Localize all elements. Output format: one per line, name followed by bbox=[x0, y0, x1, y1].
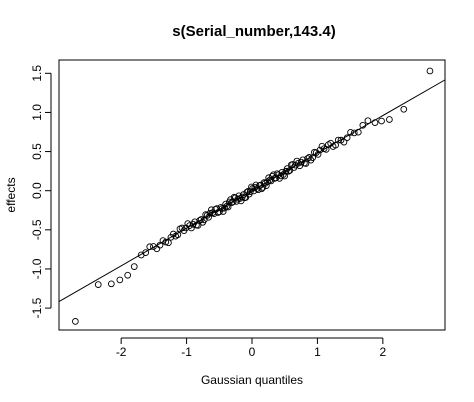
y-tick-label: -1.5 bbox=[30, 297, 44, 318]
y-tick-label: 1.0 bbox=[30, 104, 44, 121]
data-point bbox=[281, 172, 288, 180]
data-point bbox=[304, 155, 311, 162]
data-point bbox=[146, 243, 154, 251]
data-point bbox=[426, 67, 434, 75]
y-tick-label: -0.5 bbox=[30, 219, 44, 240]
y-tick-label: 0.5 bbox=[30, 143, 44, 160]
data-point bbox=[142, 249, 150, 256]
data-point bbox=[371, 119, 379, 126]
data-point bbox=[262, 182, 270, 190]
data-point bbox=[219, 208, 227, 215]
data-point bbox=[347, 129, 354, 136]
data-point bbox=[332, 141, 339, 149]
data-point bbox=[364, 117, 372, 125]
data-point bbox=[400, 105, 408, 113]
data-point bbox=[258, 185, 266, 193]
y-axis-label: effects bbox=[4, 177, 18, 212]
data-points bbox=[72, 67, 434, 325]
x-axis-label: Gaussian quantiles bbox=[201, 373, 303, 387]
data-point bbox=[188, 224, 195, 232]
plot-area bbox=[58, 67, 446, 325]
x-tick-label: -1 bbox=[181, 345, 192, 359]
x-tick-label: 1 bbox=[314, 345, 321, 359]
data-point bbox=[343, 134, 351, 142]
x-tick-label: 0 bbox=[249, 345, 256, 359]
data-point bbox=[386, 116, 393, 123]
x-tick-label: -2 bbox=[116, 345, 127, 359]
data-point bbox=[250, 187, 258, 195]
data-point bbox=[94, 281, 102, 288]
data-point bbox=[162, 238, 170, 246]
y-tick-label: 1.5 bbox=[30, 65, 44, 82]
data-point bbox=[107, 280, 115, 288]
data-point bbox=[334, 136, 342, 144]
y-tick-label: 0.0 bbox=[30, 182, 44, 199]
y-axis: -1.5 -1.0 -0.5 0.0 0.5 1.0 1.5 bbox=[30, 65, 52, 318]
data-point bbox=[243, 188, 251, 196]
chart-title: s(Serial_number,143.4) bbox=[172, 23, 335, 40]
data-point bbox=[354, 128, 362, 136]
data-point bbox=[174, 231, 182, 239]
y-tick-label: -1.0 bbox=[30, 258, 44, 279]
data-point bbox=[124, 271, 132, 279]
data-point bbox=[314, 151, 322, 158]
data-point bbox=[224, 203, 232, 211]
data-point bbox=[378, 117, 385, 125]
reference-line bbox=[58, 79, 446, 302]
data-point bbox=[205, 213, 212, 221]
data-point bbox=[169, 230, 177, 238]
data-point bbox=[150, 243, 157, 250]
data-point bbox=[72, 318, 79, 325]
data-point bbox=[156, 241, 164, 249]
data-point bbox=[165, 239, 172, 247]
data-point bbox=[116, 276, 124, 284]
data-point bbox=[340, 138, 348, 146]
x-axis: -2 -1 0 1 2 bbox=[116, 337, 387, 359]
plot-frame bbox=[58, 59, 446, 331]
data-point bbox=[285, 167, 292, 175]
x-tick-label: 2 bbox=[380, 345, 387, 359]
data-point bbox=[130, 263, 138, 270]
data-point bbox=[228, 199, 236, 207]
data-point bbox=[350, 129, 358, 137]
data-point bbox=[359, 121, 367, 129]
data-point bbox=[206, 209, 214, 217]
